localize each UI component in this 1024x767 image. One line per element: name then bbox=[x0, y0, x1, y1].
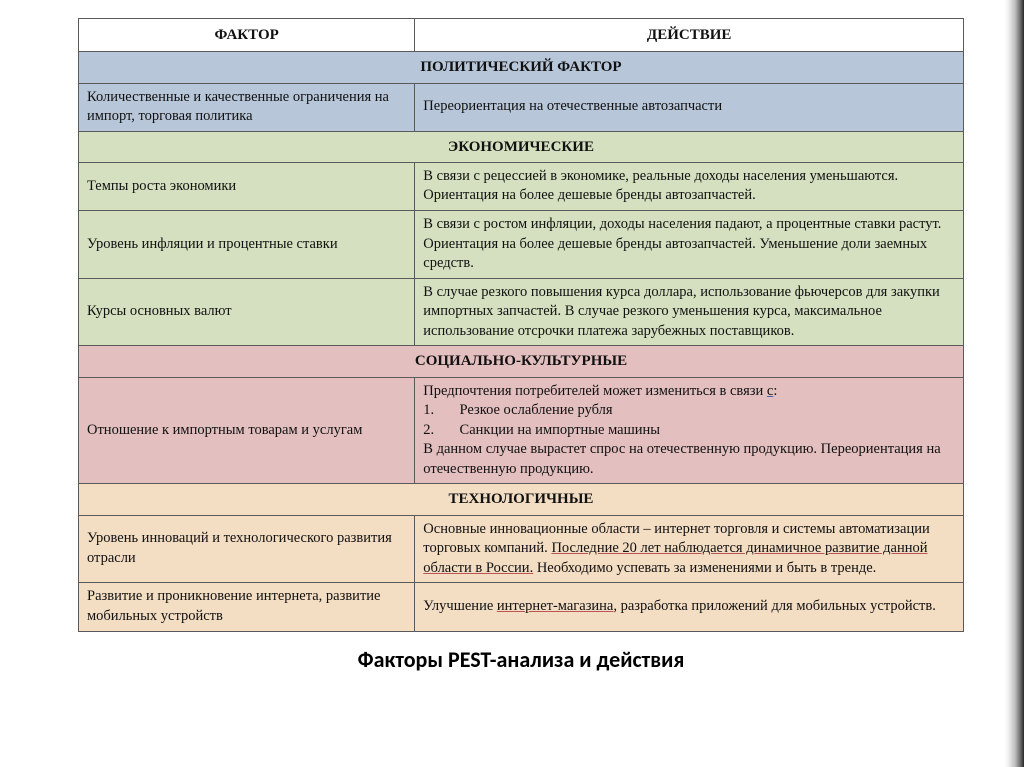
column-header-factor: ФАКТОР bbox=[79, 19, 415, 52]
factor-cell: Темпы роста экономики bbox=[79, 162, 415, 210]
factor-cell: Уровень инноваций и технологического раз… bbox=[79, 515, 415, 583]
table-row: Уровень инноваций и технологического раз… bbox=[79, 515, 964, 583]
table-row: Темпы роста экономикиВ связи с рецессией… bbox=[79, 162, 964, 210]
table-row: Количественные и качественные ограничени… bbox=[79, 83, 964, 131]
action-cell: Основные инновационные области – интерне… bbox=[415, 515, 964, 583]
factor-cell: Курсы основных валют bbox=[79, 278, 415, 346]
factor-cell: Уровень инфляции и процентные ставки bbox=[79, 211, 415, 279]
factor-cell: Отношение к импортным товарам и услугам bbox=[79, 377, 415, 484]
action-cell: В случае резкого повышения курса доллара… bbox=[415, 278, 964, 346]
section-header: ТЕХНОЛОГИЧНЫЕ bbox=[79, 484, 964, 515]
table-row: Развитие и проникновение интернета, разв… bbox=[79, 583, 964, 631]
action-cell: Улучшение интернет-магазина, разработка … bbox=[415, 583, 964, 631]
action-cell: В связи с рецессией в экономике, реальны… bbox=[415, 162, 964, 210]
section-header: ПОЛИТИЧЕСКИЙ ФАКТОР bbox=[79, 52, 964, 83]
section-header: ЭКОНОМИЧЕСКИЕ bbox=[79, 131, 964, 162]
column-header-action: ДЕЙСТВИЕ bbox=[415, 19, 964, 52]
factor-cell: Развитие и проникновение интернета, разв… bbox=[79, 583, 415, 631]
table-caption: Факторы PEST-анализа и действия bbox=[78, 646, 964, 673]
action-cell: Переориентация на отечественные автозапч… bbox=[415, 83, 964, 131]
pest-analysis-table: ФАКТОР ДЕЙСТВИЕ ПОЛИТИЧЕСКИЙ ФАКТОРКолич… bbox=[78, 18, 964, 632]
action-cell: В связи с ростом инфляции, доходы населе… bbox=[415, 211, 964, 279]
page-curl-decoration bbox=[1004, 0, 1024, 767]
section-header: СОЦИАЛЬНО-КУЛЬТУРНЫЕ bbox=[79, 346, 964, 377]
table-row: Курсы основных валютВ случае резкого пов… bbox=[79, 278, 964, 346]
table-row: Уровень инфляции и процентные ставкиВ св… bbox=[79, 211, 964, 279]
table-row: Отношение к импортным товарам и услугамП… bbox=[79, 377, 964, 484]
factor-cell: Количественные и качественные ограничени… bbox=[79, 83, 415, 131]
action-cell: Предпочтения потребителей может изменить… bbox=[415, 377, 964, 484]
